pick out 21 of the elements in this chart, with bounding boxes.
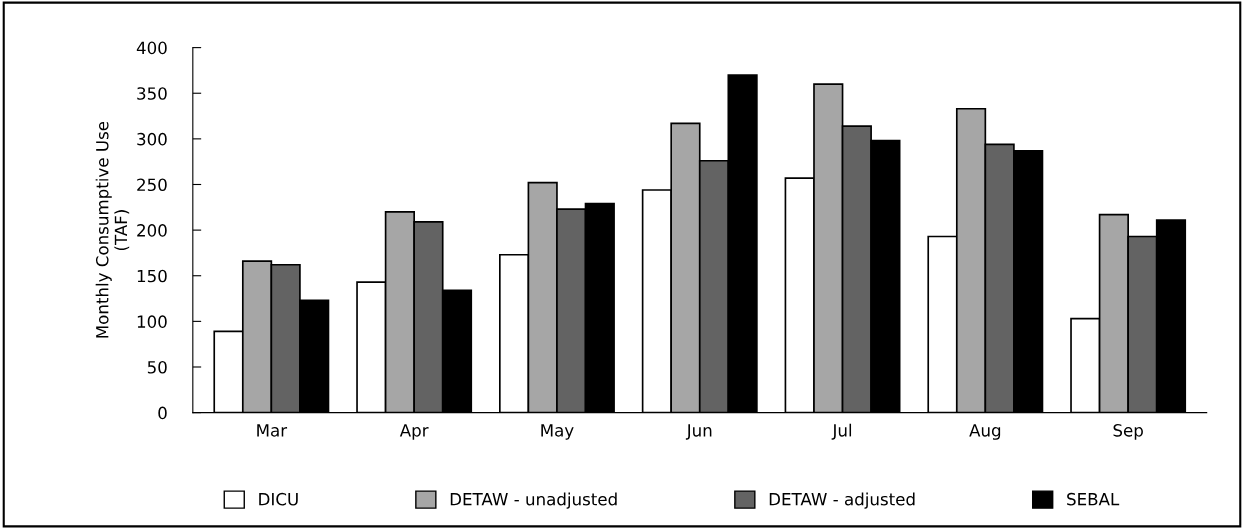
y-tick-label: 150 bbox=[137, 269, 167, 283]
x-tick-label: Jun bbox=[685, 424, 712, 440]
y-tick-label: 200 bbox=[137, 224, 167, 237]
legend-label: DICU bbox=[259, 492, 298, 506]
x-tick-label: Jul bbox=[831, 423, 852, 440]
x-tick-label: Aug bbox=[969, 424, 1001, 440]
x-tick-label: Mar bbox=[257, 424, 288, 437]
y-tick-label: 100 bbox=[137, 315, 167, 328]
x-tick-label: May bbox=[541, 424, 574, 440]
legend-label: SEBAL bbox=[1067, 492, 1120, 506]
y-tick-label: 0 bbox=[158, 406, 167, 420]
y-tick-label: 300 bbox=[137, 132, 167, 146]
y-tick-label: 400 bbox=[136, 41, 167, 55]
legend-label: DETAW - adjusted bbox=[769, 492, 915, 509]
x-tick-label: Apr bbox=[399, 424, 429, 440]
x-tick-label: Sep bbox=[1113, 424, 1143, 440]
y-tick-label: 50 bbox=[147, 360, 167, 374]
y-axis-title: Monthly Consumptive Use (TAF) bbox=[95, 121, 130, 338]
y-tick-label: 350 bbox=[137, 87, 167, 100]
legend-label: DETAW - unadjusted bbox=[450, 492, 617, 509]
y-tick-label: 250 bbox=[137, 178, 167, 192]
